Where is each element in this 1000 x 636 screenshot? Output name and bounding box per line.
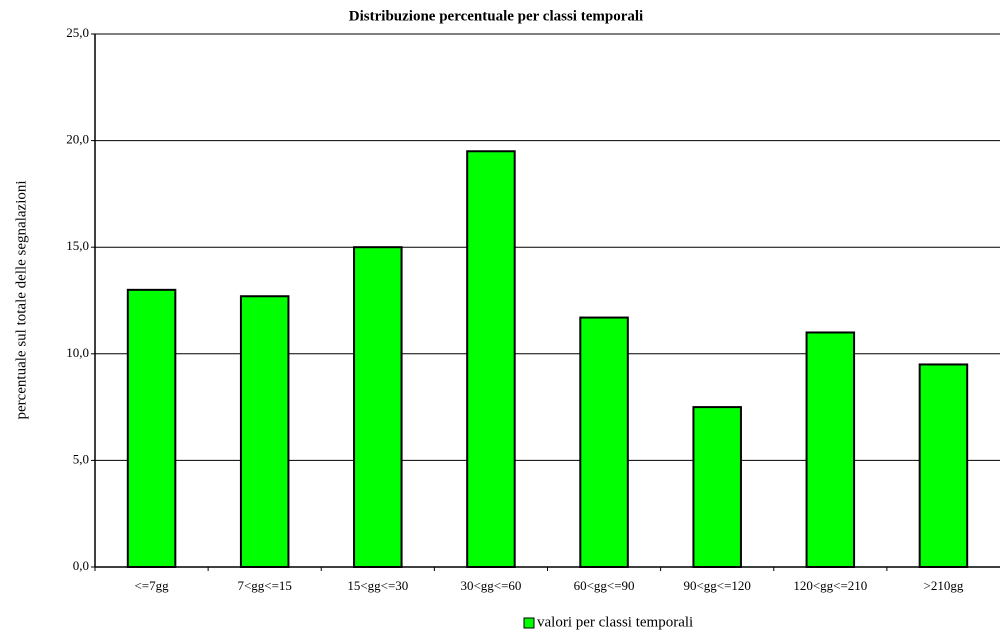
- y-tick-label: 5,0: [73, 451, 89, 466]
- legend-label: valori per classi temporali: [537, 614, 693, 630]
- x-tick-label: 60<gg<=90: [574, 578, 635, 593]
- chart-title: Distribuzione percentuale per classi tem…: [349, 8, 643, 24]
- bar: [918, 363, 969, 568]
- y-tick-label: 25,0: [66, 25, 89, 40]
- x-tick-label: 90<gg<=120: [683, 578, 751, 593]
- x-tick-label: >210gg: [924, 578, 964, 593]
- bar: [126, 288, 177, 568]
- y-tick-label: 20,0: [66, 132, 89, 147]
- y-tick-label: 0,0: [73, 558, 89, 573]
- legend-swatch: [523, 617, 535, 629]
- bar: [805, 331, 856, 569]
- y-tick-label: 15,0: [66, 238, 89, 253]
- bar: [466, 150, 516, 568]
- bar: [692, 406, 742, 568]
- x-tick-label: 15<gg<=30: [347, 578, 408, 593]
- bar: [579, 316, 629, 568]
- bar: [353, 246, 403, 568]
- x-tick-label: 7<gg<=15: [237, 578, 292, 593]
- y-axis-label: percentuale sul totale delle segnalazion…: [13, 180, 29, 419]
- x-tick-label: 120<gg<=210: [793, 578, 867, 593]
- y-tick-label: 10,0: [66, 345, 89, 360]
- bar: [239, 295, 290, 568]
- x-tick-label: <=7gg: [134, 578, 169, 593]
- x-tick-label: 30<gg<=60: [460, 578, 521, 593]
